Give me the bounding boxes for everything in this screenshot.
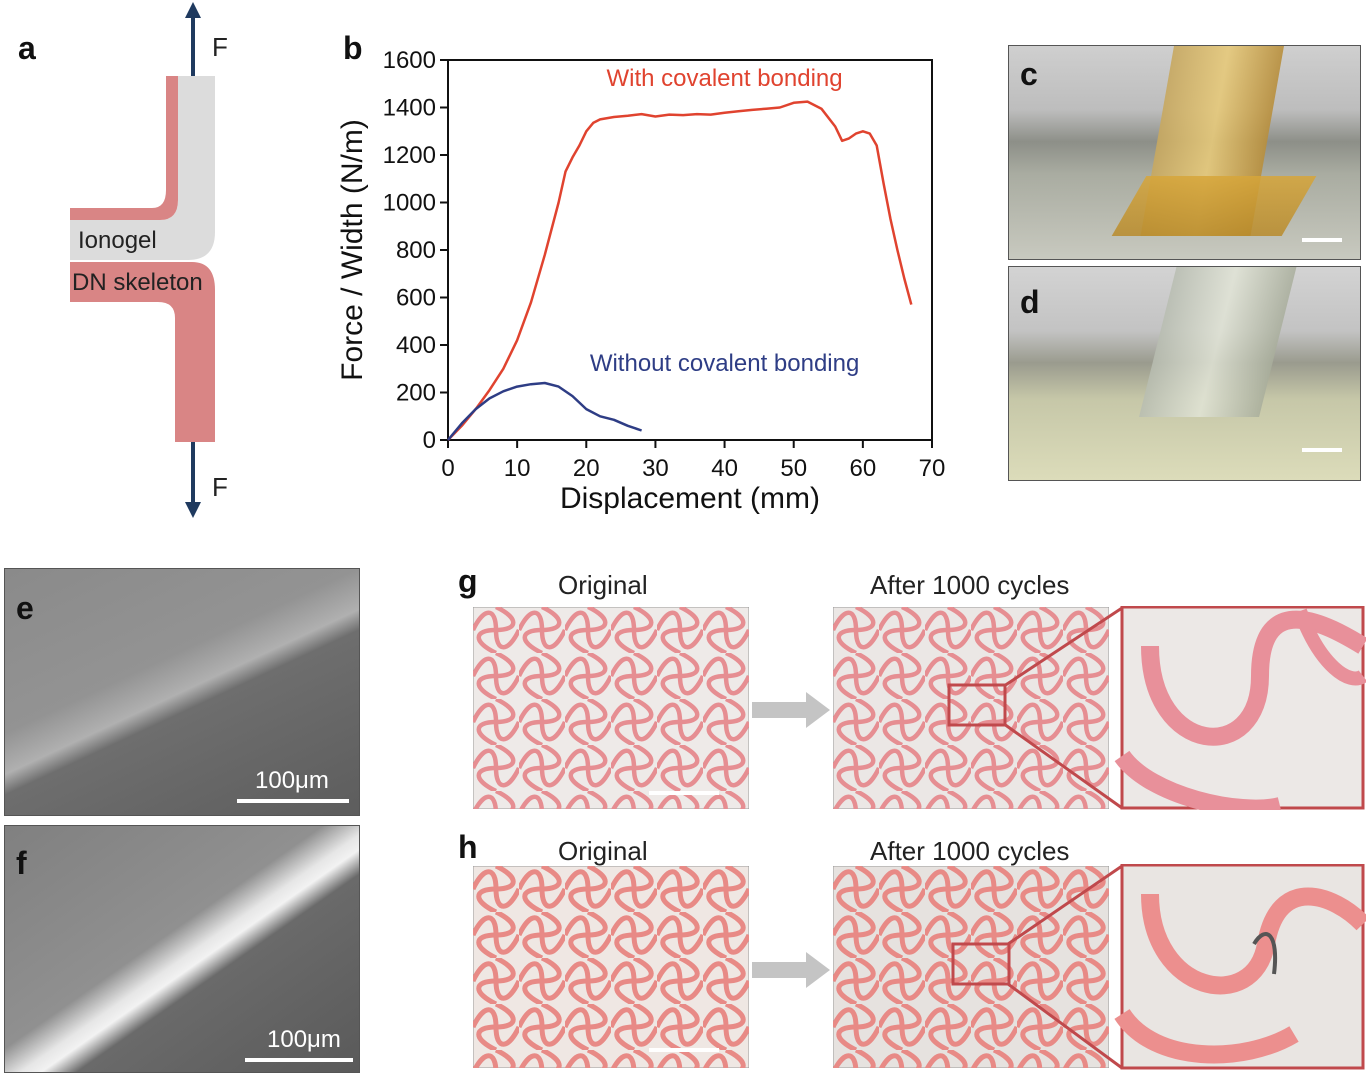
label-original-h: Original (558, 836, 648, 866)
label-original-g: Original (558, 570, 648, 600)
panel-letter-h: h (458, 829, 478, 865)
arrow-right-icon-h (752, 952, 830, 988)
upper-skeleton-strip (70, 76, 178, 220)
x-tick-label: 10 (504, 455, 531, 482)
ionogel-label: Ionogel (78, 227, 157, 254)
pattern-original-g (473, 607, 749, 809)
scale-bar-f (245, 1058, 353, 1062)
panel-letter-f: f (16, 845, 27, 881)
sem-image-f: 100μm (4, 825, 360, 1073)
peel-photo-without-bonding (1008, 266, 1361, 481)
ionogel-layer (70, 76, 215, 260)
series-line-with-covalent (447, 100, 913, 441)
plot-frame (447, 59, 933, 441)
label-after-g: After 1000 cycles (870, 570, 1070, 600)
x-tick-label: 20 (573, 455, 600, 482)
x-tick-label: 0 (441, 455, 454, 482)
y-tick-label: 400 (396, 332, 436, 359)
force-arrow-up-icon (185, 2, 201, 78)
y-tick-label: 600 (396, 285, 436, 312)
peel-test-schematic (70, 2, 215, 518)
x-tick-label: 40 (711, 455, 738, 482)
panel-letter-g: g (458, 563, 478, 599)
panel-letter-e: e (16, 590, 34, 626)
y-axis-label: Force / Width (N/m) (336, 119, 369, 381)
x-tick-label: 30 (642, 455, 669, 482)
y-tick-label: 0 (423, 427, 436, 454)
adhered-layer-c (1111, 176, 1317, 236)
y-tick-label: 1000 (383, 190, 436, 217)
zoom-box-h (951, 942, 1011, 986)
panel-letter-a: a (18, 30, 36, 66)
pattern-after-g (833, 607, 1109, 809)
scale-label-e: 100μm (255, 767, 329, 794)
label-after-h: After 1000 cycles (870, 836, 1070, 866)
y-tick-label: 1600 (383, 47, 436, 74)
scale-bar-d (1302, 448, 1342, 452)
scale-bar-e (237, 799, 349, 803)
peel-force-chart: 0 10 20 30 40 50 60 70 0 200 400 600 800 1000 1200 1400… (336, 47, 946, 515)
panel-letter-d: d (1020, 284, 1040, 320)
dn-skeleton-layer (70, 262, 215, 442)
peel-photo-with-bonding (1008, 45, 1361, 260)
zoom-callout-g (1003, 606, 1366, 810)
peeled-strip-d (1139, 267, 1299, 417)
force-label-top: F (212, 32, 228, 62)
x-tick-label: 60 (850, 455, 877, 482)
scale-label-f: 100μm (267, 1026, 341, 1053)
series-label-with-covalent: With covalent bonding (606, 65, 842, 92)
pattern-after-h (833, 866, 1109, 1068)
y-tick-label: 1400 (383, 95, 436, 122)
y-tick-label: 800 (396, 237, 436, 264)
arrow-right-icon-g (752, 692, 830, 728)
panel-letter-c: c (1020, 56, 1038, 92)
pattern-original-h (473, 866, 749, 1068)
y-tick-label: 200 (396, 380, 436, 407)
panel-letter-b: b (343, 30, 363, 66)
x-tick-label: 50 (780, 455, 807, 482)
force-arrow-down-icon (185, 442, 201, 518)
series-label-without-covalent: Without covalent bonding (590, 350, 860, 377)
force-label-bottom: F (212, 472, 228, 502)
x-tick-label: 70 (919, 455, 946, 482)
dn-skeleton-label: DN skeleton (72, 269, 203, 296)
y-tick-label: 1200 (383, 142, 436, 169)
sem-image-e: 100μm (4, 568, 360, 816)
zoom-box-g (947, 683, 1007, 727)
x-axis-label: Displacement (mm) (560, 482, 820, 515)
zoom-callout-h (1007, 864, 1366, 1070)
series-line-without-covalent (447, 381, 643, 441)
scale-bar-c (1302, 238, 1342, 242)
